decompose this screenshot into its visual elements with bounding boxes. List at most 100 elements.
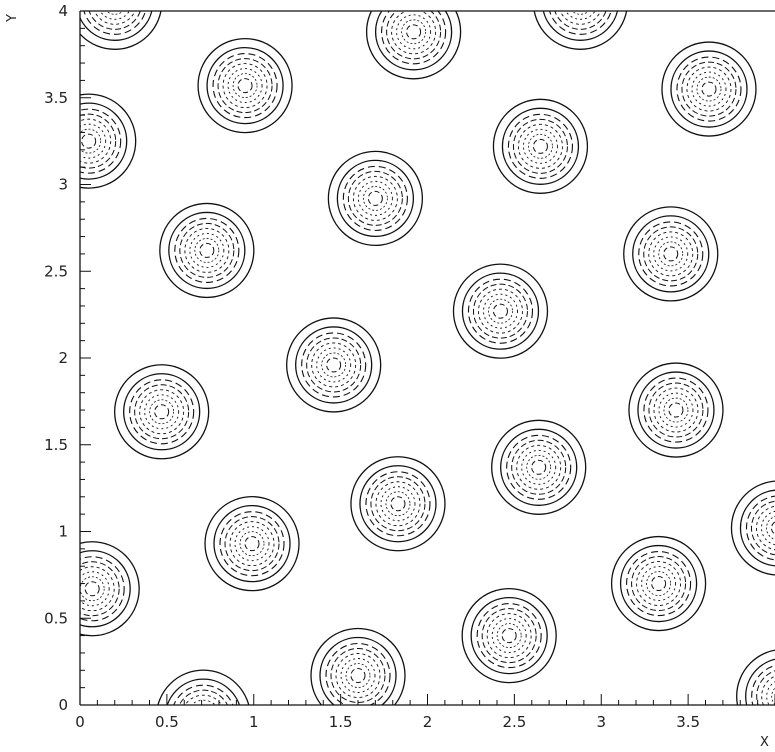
- contour-line: [491, 618, 527, 654]
- y-tick-labels: 0 0.5 1 1.5 2 2.5 3 3.5 4: [44, 2, 68, 714]
- contour-line: [295, 326, 373, 404]
- contour-line: [362, 185, 388, 211]
- contour-line: [114, 364, 210, 460]
- contour-line: [224, 516, 280, 572]
- contour-line: [565, 11, 596, 20]
- x-tick-label: 3.5: [676, 713, 700, 731]
- contour-line: [619, 544, 698, 623]
- contour-line: [244, 536, 260, 552]
- contour-line: [357, 180, 393, 216]
- contour-line: [452, 263, 549, 359]
- contour-line: [237, 78, 253, 94]
- contour-line: [347, 170, 403, 226]
- contour-line: [94, 11, 136, 25]
- contour-line: [325, 642, 391, 705]
- contour-line: [750, 500, 775, 556]
- contour-line: [184, 227, 230, 273]
- contour-line: [365, 11, 462, 80]
- y-tick-label: 4: [58, 2, 68, 20]
- contour-line: [559, 11, 602, 25]
- contour-peak: [80, 541, 140, 637]
- contour-line: [222, 63, 268, 109]
- contour-line: [310, 627, 406, 705]
- contour-line: [766, 681, 775, 705]
- x-tick-label: 2.5: [502, 713, 526, 731]
- contour-line: [751, 664, 775, 705]
- contour-line: [80, 556, 125, 622]
- x-tick-label: 1.5: [329, 713, 353, 731]
- contour-line: [521, 449, 557, 485]
- y-tick-label: 2.5: [44, 262, 68, 280]
- contour-line: [375, 481, 421, 527]
- contour-line: [610, 535, 707, 632]
- x-tick-label: 1: [249, 713, 259, 731]
- contour-line: [80, 561, 120, 617]
- contour-line: [381, 11, 447, 65]
- contour-line: [648, 382, 704, 438]
- contour-line: [406, 24, 422, 40]
- contour-line: [668, 402, 684, 418]
- contour-line: [739, 489, 775, 567]
- contour-line: [352, 175, 398, 221]
- contour-line: [496, 623, 522, 648]
- contour-line: [239, 531, 265, 557]
- contour-line: [745, 495, 775, 561]
- contour-line: [492, 303, 508, 319]
- contour-line: [80, 571, 110, 607]
- contour-line: [528, 133, 553, 159]
- contour-line: [532, 138, 548, 154]
- contour-line: [531, 459, 547, 475]
- contour-line: [80, 128, 102, 154]
- contour-line: [481, 608, 537, 664]
- contour-line: [157, 669, 250, 705]
- contour-line: [517, 123, 563, 169]
- contour-line: [623, 206, 719, 302]
- contour-line: [501, 628, 517, 644]
- contour-line: [123, 373, 201, 451]
- contour-peak: [350, 456, 446, 552]
- contour-line: [549, 11, 612, 35]
- contour-line: [134, 384, 190, 440]
- contour-line: [483, 293, 518, 329]
- contour-line: [179, 222, 235, 278]
- contour-line: [478, 288, 523, 334]
- contour-line: [638, 221, 704, 287]
- contour-line: [189, 232, 225, 268]
- contour-peak: [736, 649, 775, 705]
- contour-line: [643, 226, 699, 282]
- contour-line: [637, 371, 715, 449]
- contour-line: [217, 58, 273, 114]
- contour-line: [80, 576, 105, 602]
- contour-line: [336, 159, 415, 238]
- contour-line: [658, 392, 694, 428]
- contour-line: [80, 11, 153, 41]
- contour-line: [108, 0, 122, 9]
- contour-line: [526, 454, 552, 480]
- contour-line: [199, 242, 215, 258]
- contour-peak: [159, 202, 255, 299]
- x-axis-title: X: [760, 735, 769, 750]
- contour-line: [200, 704, 206, 705]
- contour-line: [80, 108, 122, 174]
- contour-line: [696, 76, 722, 102]
- contour-line: [676, 56, 742, 122]
- contour-line: [83, 11, 147, 35]
- y-tick-label: 0.5: [44, 609, 68, 627]
- contour-line: [342, 165, 408, 231]
- contour-line: [168, 211, 246, 290]
- contour-line: [653, 387, 699, 433]
- contour-line: [500, 428, 578, 506]
- contour-line: [491, 419, 587, 515]
- contour-line: [80, 118, 112, 164]
- contour-line: [84, 581, 100, 597]
- contour-line: [486, 613, 532, 659]
- contour-line: [206, 46, 284, 125]
- contour-line: [761, 510, 775, 546]
- contour-line: [756, 505, 775, 551]
- contour-peak: [114, 364, 210, 460]
- contour-line: [184, 694, 223, 705]
- contour-line: [219, 511, 285, 577]
- contour-line: [663, 397, 689, 423]
- contour-line: [327, 150, 424, 247]
